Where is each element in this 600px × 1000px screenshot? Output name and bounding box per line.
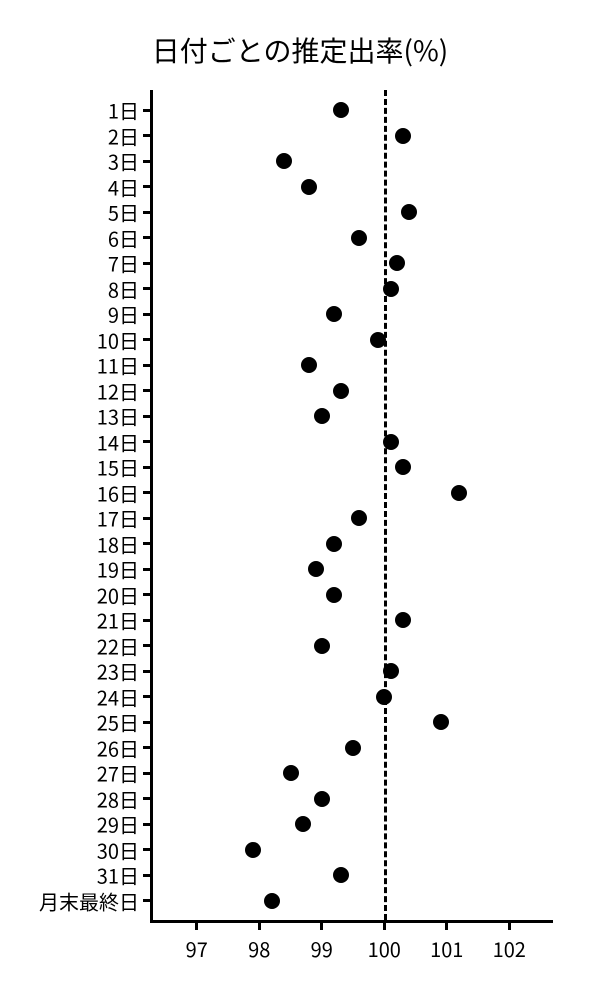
y-tick [143, 619, 153, 622]
data-point [276, 153, 292, 169]
data-point [295, 816, 311, 832]
data-point [345, 740, 361, 756]
y-tick [143, 466, 153, 469]
y-tick [143, 262, 153, 265]
y-tick-label: 月末最終日 [39, 886, 139, 915]
x-tick-label: 101 [430, 934, 463, 963]
data-point [326, 587, 342, 603]
y-tick [143, 440, 153, 443]
y-tick [143, 746, 153, 749]
data-point [383, 281, 399, 297]
data-point [351, 230, 367, 246]
y-tick [143, 236, 153, 239]
y-tick [143, 313, 153, 316]
data-point [383, 434, 399, 450]
x-tick-label: 98 [248, 934, 270, 963]
y-tick [143, 364, 153, 367]
data-point [383, 663, 399, 679]
y-tick [143, 287, 153, 290]
data-point [395, 612, 411, 628]
y-tick [143, 211, 153, 214]
x-tick [383, 920, 386, 930]
data-point [333, 383, 349, 399]
data-point [389, 255, 405, 271]
data-point [333, 867, 349, 883]
data-point [370, 332, 386, 348]
y-tick [143, 593, 153, 596]
data-point [333, 102, 349, 118]
y-tick [143, 670, 153, 673]
chart-title: 日付ごとの推定出率(%) [0, 30, 600, 70]
plot-area: 1日2日3日4日5日6日7日8日9日10日11日12日13日14日15日16日1… [150, 90, 553, 923]
y-tick [143, 721, 153, 724]
data-point [314, 638, 330, 654]
data-point [308, 561, 324, 577]
data-point [401, 204, 417, 220]
y-tick [143, 568, 153, 571]
data-point [395, 459, 411, 475]
x-tick-label: 102 [493, 934, 526, 963]
data-point [326, 536, 342, 552]
reference-line [384, 90, 387, 920]
x-tick-label: 100 [368, 934, 401, 963]
data-point [301, 179, 317, 195]
y-tick [143, 542, 153, 545]
data-point [245, 842, 261, 858]
x-tick [508, 920, 511, 930]
y-tick [143, 695, 153, 698]
y-tick [143, 874, 153, 877]
data-point [314, 791, 330, 807]
x-tick [445, 920, 448, 930]
y-tick [143, 109, 153, 112]
y-tick [143, 848, 153, 851]
y-tick [143, 899, 153, 902]
data-point [314, 408, 330, 424]
x-tick-label: 99 [311, 934, 333, 963]
y-tick [143, 823, 153, 826]
y-tick [143, 338, 153, 341]
x-tick [258, 920, 261, 930]
y-tick [143, 644, 153, 647]
y-tick [143, 134, 153, 137]
data-point [451, 485, 467, 501]
y-tick [143, 415, 153, 418]
y-tick [143, 160, 153, 163]
data-point [376, 689, 392, 705]
data-point [395, 128, 411, 144]
data-point [326, 306, 342, 322]
y-tick [143, 517, 153, 520]
data-point [351, 510, 367, 526]
x-tick [195, 920, 198, 930]
y-tick [143, 772, 153, 775]
y-tick [143, 389, 153, 392]
x-tick-label: 97 [186, 934, 208, 963]
y-tick [143, 797, 153, 800]
data-point [433, 714, 449, 730]
y-tick [143, 185, 153, 188]
data-point [264, 893, 280, 909]
x-tick [320, 920, 323, 930]
data-point [301, 357, 317, 373]
data-point [283, 765, 299, 781]
y-tick [143, 491, 153, 494]
